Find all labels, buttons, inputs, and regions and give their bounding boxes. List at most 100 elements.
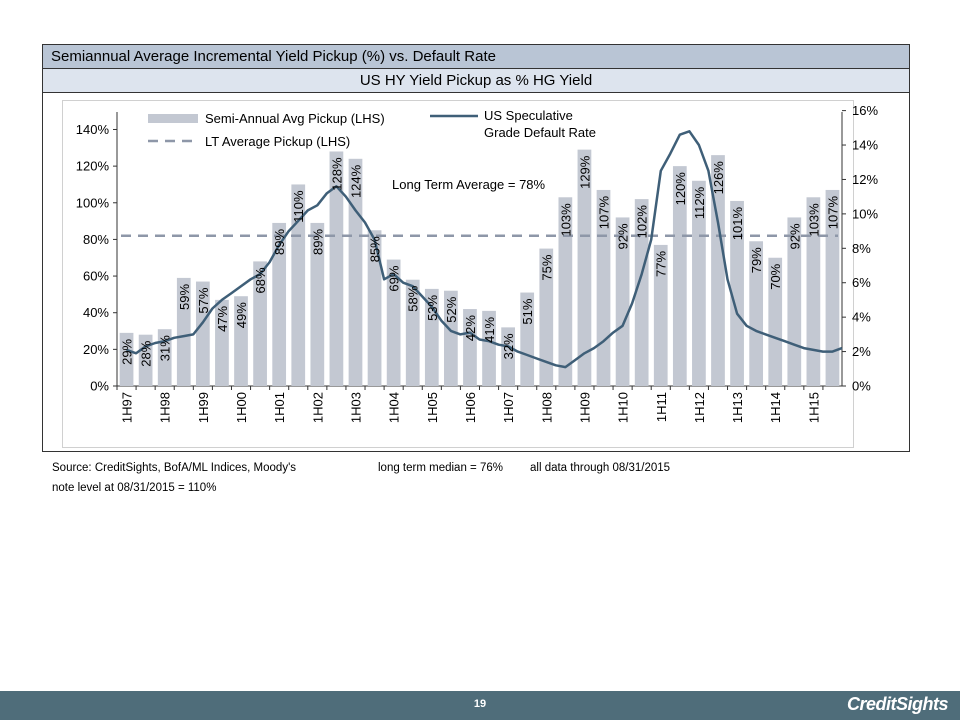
x-tick-label: 1H00 <box>234 392 249 423</box>
bar-value-label: 126% <box>711 161 726 195</box>
legend-line-label: Grade Default Rate <box>484 125 596 140</box>
bar <box>444 290 458 386</box>
right-tick-label: 0% <box>852 379 871 394</box>
bar-value-label: 112% <box>692 186 707 219</box>
bar <box>157 329 172 386</box>
bar-value-label: 89% <box>272 229 287 255</box>
right-tick-label: 6% <box>852 275 871 290</box>
bar <box>539 248 554 386</box>
right-tick-label: 8% <box>852 241 871 256</box>
bar <box>253 261 267 386</box>
bar-value-label: 102% <box>635 205 650 239</box>
x-tick-label: 1H11 <box>654 392 669 422</box>
bar <box>234 296 248 386</box>
bar-value-label: 68% <box>253 267 268 293</box>
bar-value-label: 42% <box>463 315 478 341</box>
bar <box>711 155 725 386</box>
bar <box>768 257 783 386</box>
left-tick-label: 80% <box>83 232 109 247</box>
chart-subtitle: US HY Yield Pickup as % HG Yield <box>43 69 909 93</box>
bar-value-label: 29% <box>120 338 135 364</box>
bar <box>310 222 325 386</box>
x-tick-label: 1H98 <box>158 392 173 423</box>
default-rate-line <box>126 130 843 369</box>
brand-logo: CreditSights <box>846 694 949 714</box>
bar <box>482 310 496 386</box>
x-tick-label: 1H97 <box>120 392 135 423</box>
bar <box>692 180 706 386</box>
right-tick-label: 16% <box>852 103 878 118</box>
bar-value-label: 52% <box>444 296 459 322</box>
bar <box>272 222 287 386</box>
bar <box>405 279 420 386</box>
bar-value-label: 69% <box>387 265 402 291</box>
bar-value-label: 59% <box>177 283 192 309</box>
left-tick-label: 40% <box>83 305 109 320</box>
bar-value-label: 101% <box>730 207 745 241</box>
page-number: 19 <box>473 698 487 710</box>
x-tick-label: 1H06 <box>463 392 478 423</box>
left-tick-label: 140% <box>76 122 110 137</box>
bar <box>806 197 821 386</box>
x-tick-label: 1H01 <box>272 392 287 423</box>
bar-value-label: 47% <box>215 305 230 331</box>
bar <box>501 327 515 386</box>
left-tick-label: 60% <box>83 269 109 284</box>
data-through-note: all data through 08/31/2015 <box>530 462 671 474</box>
right-tick-label: 10% <box>852 206 878 221</box>
legend-bar-label: Semi-Annual Avg Pickup (LHS) <box>205 111 385 126</box>
bar <box>615 217 630 386</box>
bar <box>367 230 382 386</box>
bar-value-label: 49% <box>234 302 249 328</box>
bar-value-label: 79% <box>749 247 764 273</box>
bar-value-label: 75% <box>539 254 554 280</box>
bar <box>730 200 744 386</box>
bar-value-label: 107% <box>825 196 840 230</box>
bar-value-label: 92% <box>616 223 631 249</box>
bar-value-label: 77% <box>654 250 669 276</box>
right-tick-label: 2% <box>852 344 871 359</box>
bar-value-label: 103% <box>558 203 573 237</box>
right-tick-label: 4% <box>852 310 871 325</box>
bar-value-label: 32% <box>501 333 516 359</box>
x-tick-label: 1H99 <box>196 392 211 423</box>
left-tick-label: 120% <box>76 159 110 174</box>
bar <box>386 259 401 386</box>
legend-dash-label: LT Average Pickup (LHS) <box>205 134 350 149</box>
bar <box>520 292 535 386</box>
bar-value-label: 129% <box>577 155 592 189</box>
x-tick-label: 1H02 <box>310 392 325 423</box>
median-note: long term median = 76% <box>378 462 503 474</box>
bar <box>749 241 764 386</box>
bar-value-label: 70% <box>768 263 783 289</box>
x-tick-label: 1H10 <box>616 392 631 423</box>
source-note: Source: CreditSights, BofA/ML Indices, M… <box>52 462 297 474</box>
bar <box>215 299 229 386</box>
bar <box>119 332 134 386</box>
legend-bar-swatch <box>148 114 198 123</box>
x-tick-label: 1H04 <box>387 392 402 423</box>
bar <box>577 149 592 386</box>
plot-panel <box>62 100 854 448</box>
x-tick-label: 1H07 <box>501 392 516 423</box>
bar <box>825 189 840 386</box>
bar-value-label: 51% <box>520 298 535 324</box>
footer-bar: 19 CreditSights <box>0 691 960 720</box>
x-tick-label: 1H09 <box>577 392 592 423</box>
x-tick-label: 1H12 <box>692 392 707 423</box>
chart-svg: 0% 20% 40% 60% 80% 100% 120% 140% 0% 2% 4% 6% 8% 10% 1… <box>76 103 879 423</box>
x-tick-label: 1H08 <box>539 392 554 423</box>
bar <box>463 309 477 386</box>
chart-frame: Semiannual Average Incremental Yield Pic… <box>42 44 910 452</box>
bar-value-label: 53% <box>425 294 440 320</box>
bar <box>195 281 210 386</box>
legend-line-label: US Speculative <box>484 108 573 123</box>
bar-value-label: 120% <box>673 172 688 206</box>
x-tick-label: 1H03 <box>348 392 363 423</box>
bar <box>176 277 191 386</box>
bar <box>558 197 573 386</box>
bar-value-label: 41% <box>482 316 497 342</box>
bar-value-label: 103% <box>806 203 821 237</box>
x-tick-label: 1H13 <box>730 392 745 423</box>
bar <box>634 199 649 386</box>
